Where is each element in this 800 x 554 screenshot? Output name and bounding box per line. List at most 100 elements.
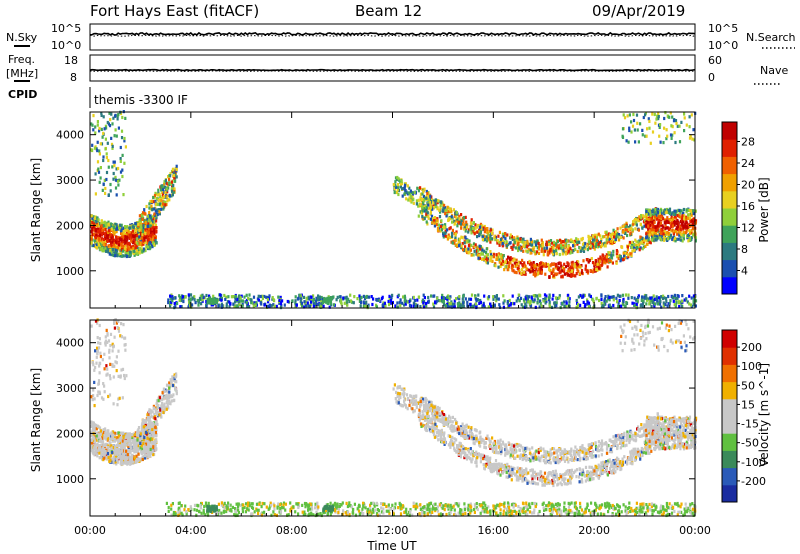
echo-cell xyxy=(435,218,438,222)
echo-cell xyxy=(317,294,320,298)
echo-cell xyxy=(507,303,510,307)
echo-cell xyxy=(689,303,692,307)
echo-cell xyxy=(570,263,574,267)
echo-cell xyxy=(513,270,516,274)
echo-cell xyxy=(401,187,404,191)
echo-cell xyxy=(154,239,157,243)
echo-cell xyxy=(661,228,664,232)
echo-cell xyxy=(122,254,125,258)
echo-cell xyxy=(121,442,124,446)
nsearch-trace xyxy=(89,34,696,37)
echo-cell xyxy=(449,217,452,221)
echo-cell xyxy=(555,266,558,270)
echo-cell xyxy=(97,218,100,222)
echo-cell xyxy=(414,303,417,307)
echo-cell xyxy=(622,297,625,301)
echo-cell xyxy=(478,244,481,248)
echo-cell xyxy=(635,223,638,227)
echo-cell xyxy=(593,235,596,239)
echo-cell xyxy=(681,223,684,227)
echo-cell xyxy=(458,219,461,223)
echo-cell xyxy=(678,208,681,213)
echo-cell xyxy=(437,199,440,203)
echo-cell xyxy=(131,229,135,233)
echo-cell xyxy=(671,237,674,241)
echo-cell xyxy=(496,239,499,243)
echo-cell xyxy=(677,237,680,241)
echo-cell xyxy=(548,242,551,246)
echo-cell xyxy=(511,263,514,267)
echo-cell xyxy=(550,245,553,249)
echo-cell xyxy=(649,141,652,145)
echo-cell xyxy=(104,249,108,253)
echo-cell xyxy=(174,173,177,177)
echo-cell xyxy=(149,454,152,458)
echo-cell xyxy=(532,248,535,252)
echo-cell xyxy=(676,227,679,231)
echo-cell xyxy=(660,238,663,242)
echo-cell xyxy=(427,214,430,218)
echo-cell xyxy=(678,124,681,128)
echo-cell xyxy=(422,190,425,194)
echo-cell xyxy=(251,301,255,305)
echo-cell xyxy=(510,235,513,239)
echo-cell xyxy=(654,121,657,125)
echo-cell xyxy=(672,299,675,303)
echo-cell xyxy=(150,199,154,203)
echo-cell xyxy=(598,266,601,270)
echo-cell xyxy=(508,298,511,303)
echo-cell xyxy=(417,204,420,208)
echo-cell xyxy=(600,301,603,305)
echo-cell xyxy=(123,136,126,141)
echo-cell xyxy=(93,453,96,457)
echo-cell xyxy=(161,185,164,189)
echo-cell xyxy=(659,236,662,240)
echo-cell xyxy=(499,264,502,268)
echo-cell xyxy=(489,240,492,244)
echo-cell xyxy=(656,228,659,232)
echo-cell xyxy=(666,134,669,138)
echo-cell xyxy=(469,248,472,252)
ytick-label: 2000 xyxy=(56,219,84,232)
echo-cell xyxy=(623,254,626,258)
echo-cell xyxy=(625,224,628,228)
echo-cell xyxy=(225,295,228,299)
echo-cell xyxy=(92,128,95,132)
echo-cell xyxy=(120,129,124,133)
echo-cell xyxy=(575,237,578,241)
echo-cell xyxy=(219,293,222,297)
echo-cell xyxy=(558,266,561,270)
echo-cell xyxy=(563,245,566,249)
echo-cell xyxy=(665,210,668,214)
echo-cell xyxy=(455,219,458,223)
echo-cell xyxy=(352,301,355,305)
echo-cell xyxy=(93,239,97,243)
echo-cell xyxy=(117,235,120,240)
echo-cell xyxy=(97,227,100,231)
echo-cell xyxy=(648,302,651,306)
echo-cell xyxy=(588,235,591,239)
echo-cell xyxy=(298,293,301,297)
echo-cell xyxy=(530,265,533,269)
echo-cell xyxy=(201,294,204,298)
echo-cell xyxy=(109,225,112,229)
echo-cell xyxy=(160,188,163,192)
echo-cell xyxy=(115,134,118,138)
echo-cell xyxy=(679,227,682,231)
echo-cell xyxy=(397,192,400,197)
echo-cell xyxy=(113,160,116,164)
echo-cell xyxy=(232,295,235,299)
echo-cell xyxy=(651,238,654,242)
echo-cell xyxy=(98,129,101,133)
echo-cell xyxy=(105,126,108,130)
echo-cell xyxy=(220,298,223,302)
echo-cell xyxy=(102,182,105,186)
echo-cell xyxy=(502,294,505,298)
echo-cell xyxy=(245,293,248,297)
echo-cell xyxy=(129,253,132,257)
echo-cell xyxy=(523,300,526,304)
echo-cell xyxy=(310,295,313,299)
echo-cell xyxy=(433,221,436,225)
echo-cell xyxy=(466,239,469,243)
echo-cell xyxy=(455,211,458,215)
